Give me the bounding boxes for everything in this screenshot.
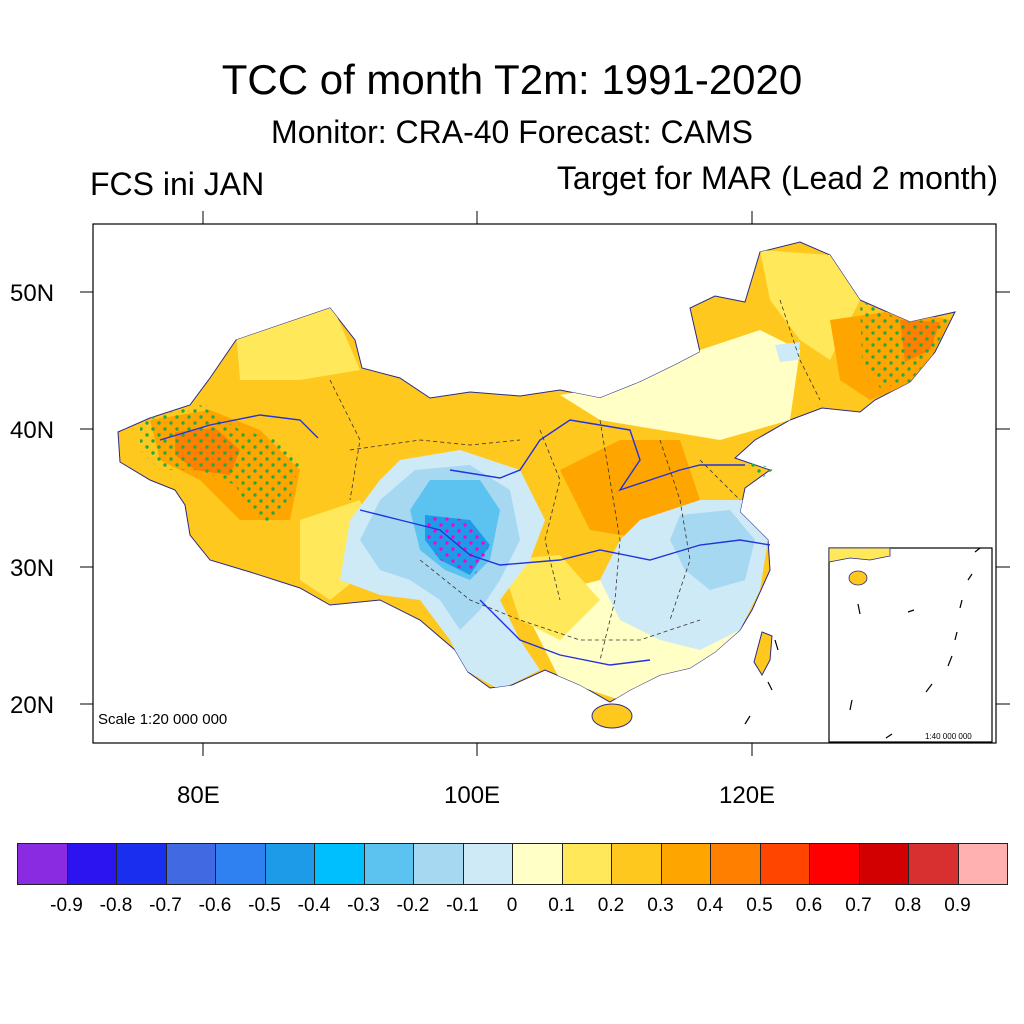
colorbar-cell bbox=[710, 843, 761, 885]
colorbar-cell bbox=[809, 843, 860, 885]
colorbar-tick-label: 0.5 bbox=[746, 895, 773, 916]
rivers bbox=[159, 414, 771, 666]
lon-label-100e: 100E bbox=[444, 782, 501, 809]
lon-label-120e: 120E bbox=[719, 782, 776, 809]
colorbar-cell bbox=[66, 843, 117, 885]
map-subtitle: Monitor: CRA-40 Forecast: CAMS bbox=[271, 114, 753, 150]
colorbar-cell bbox=[462, 843, 513, 885]
colorbar-cell bbox=[759, 843, 810, 885]
colorbar-tick-label: -0.1 bbox=[446, 895, 479, 916]
colorbar-tick-label: -0.3 bbox=[347, 895, 380, 916]
colorbar-cell bbox=[660, 843, 711, 885]
colorbar-tick-label: 0.1 bbox=[548, 895, 575, 916]
blue-zone-east-mid bbox=[670, 510, 755, 590]
lat-label-30n: 30N bbox=[10, 555, 55, 582]
initialization-label: FCS ini JAN bbox=[90, 166, 265, 202]
stipple-shandong bbox=[745, 462, 775, 480]
colorbar-tick-label: -0.2 bbox=[396, 895, 430, 916]
lat-label-40n: 40N bbox=[10, 417, 55, 444]
colorbar-tick-label: 0.8 bbox=[894, 895, 922, 916]
stipple-northeast bbox=[860, 300, 950, 388]
colorbar-tick-label: -0.6 bbox=[198, 895, 232, 916]
colorbar-tick-label: -0.5 bbox=[248, 895, 281, 916]
colorbar-cell bbox=[165, 843, 216, 885]
colorbar-cell bbox=[264, 843, 315, 885]
taiwan-island bbox=[753, 631, 773, 677]
colorbar-tick-label: 0 bbox=[506, 895, 518, 916]
stipple-tarim bbox=[140, 405, 300, 525]
colorbar-tick-label: 0.2 bbox=[597, 895, 625, 916]
lon-label-80e: 80E bbox=[177, 782, 220, 809]
river-tarim bbox=[159, 414, 319, 441]
colorbar bbox=[17, 843, 1008, 885]
colorbar-tick-label: 0.7 bbox=[845, 895, 872, 916]
river-yellow bbox=[449, 419, 745, 492]
inset-hainan bbox=[848, 570, 868, 586]
colorbar-cell bbox=[908, 843, 959, 885]
colorbar-cell bbox=[957, 843, 1008, 885]
inset-mainland bbox=[828, 547, 891, 563]
colorbar-cell bbox=[17, 843, 68, 885]
colorbar-tick-label: -0.7 bbox=[149, 895, 182, 916]
colorbar-tick-label: 0.9 bbox=[944, 895, 971, 916]
map-title: TCC of month T2m: 1991-2020 bbox=[221, 56, 803, 103]
hainan-island bbox=[591, 703, 633, 729]
colorbar-cell bbox=[611, 843, 662, 885]
colorbar-cell bbox=[314, 843, 365, 885]
pale-zone-yellow-south bbox=[500, 555, 600, 640]
lat-label-20n: 20N bbox=[10, 692, 55, 719]
colorbar-cell bbox=[116, 843, 167, 885]
colorbar-tick-label: -0.9 bbox=[50, 895, 83, 916]
pale-zone-north bbox=[236, 300, 360, 380]
colorbar-cell bbox=[215, 843, 266, 885]
lat-label-50n: 50N bbox=[10, 280, 55, 307]
colorbar-cell bbox=[363, 843, 414, 885]
colorbar-tick-label: -0.4 bbox=[297, 895, 331, 916]
pale-zone-inner-mongolia bbox=[560, 330, 800, 440]
province-boundaries bbox=[329, 299, 821, 661]
scale-inset: 1:40 000 000 bbox=[925, 732, 972, 741]
river-yangtze bbox=[359, 509, 771, 566]
target-label: Target for MAR (Lead 2 month) bbox=[556, 160, 998, 196]
colorbar-cell bbox=[561, 843, 612, 885]
colorbar-cell bbox=[413, 843, 464, 885]
colorbar-cell bbox=[512, 843, 563, 885]
colorbar-tick-label: 0.4 bbox=[696, 895, 724, 916]
axis-ticks bbox=[80, 211, 1010, 756]
sea-dashes bbox=[744, 639, 779, 725]
colorbar-tick-label: 0.6 bbox=[795, 895, 823, 916]
colorbar-tick-label: -0.8 bbox=[99, 895, 133, 916]
colorbar-tick-label: 0.3 bbox=[647, 895, 674, 916]
blue-zone-ne-spot bbox=[775, 342, 800, 362]
colorbar-cell bbox=[858, 843, 909, 885]
scale-main: Scale 1:20 000 000 bbox=[98, 711, 228, 728]
south-china-sea-inset bbox=[828, 547, 993, 743]
river-south bbox=[479, 599, 651, 666]
